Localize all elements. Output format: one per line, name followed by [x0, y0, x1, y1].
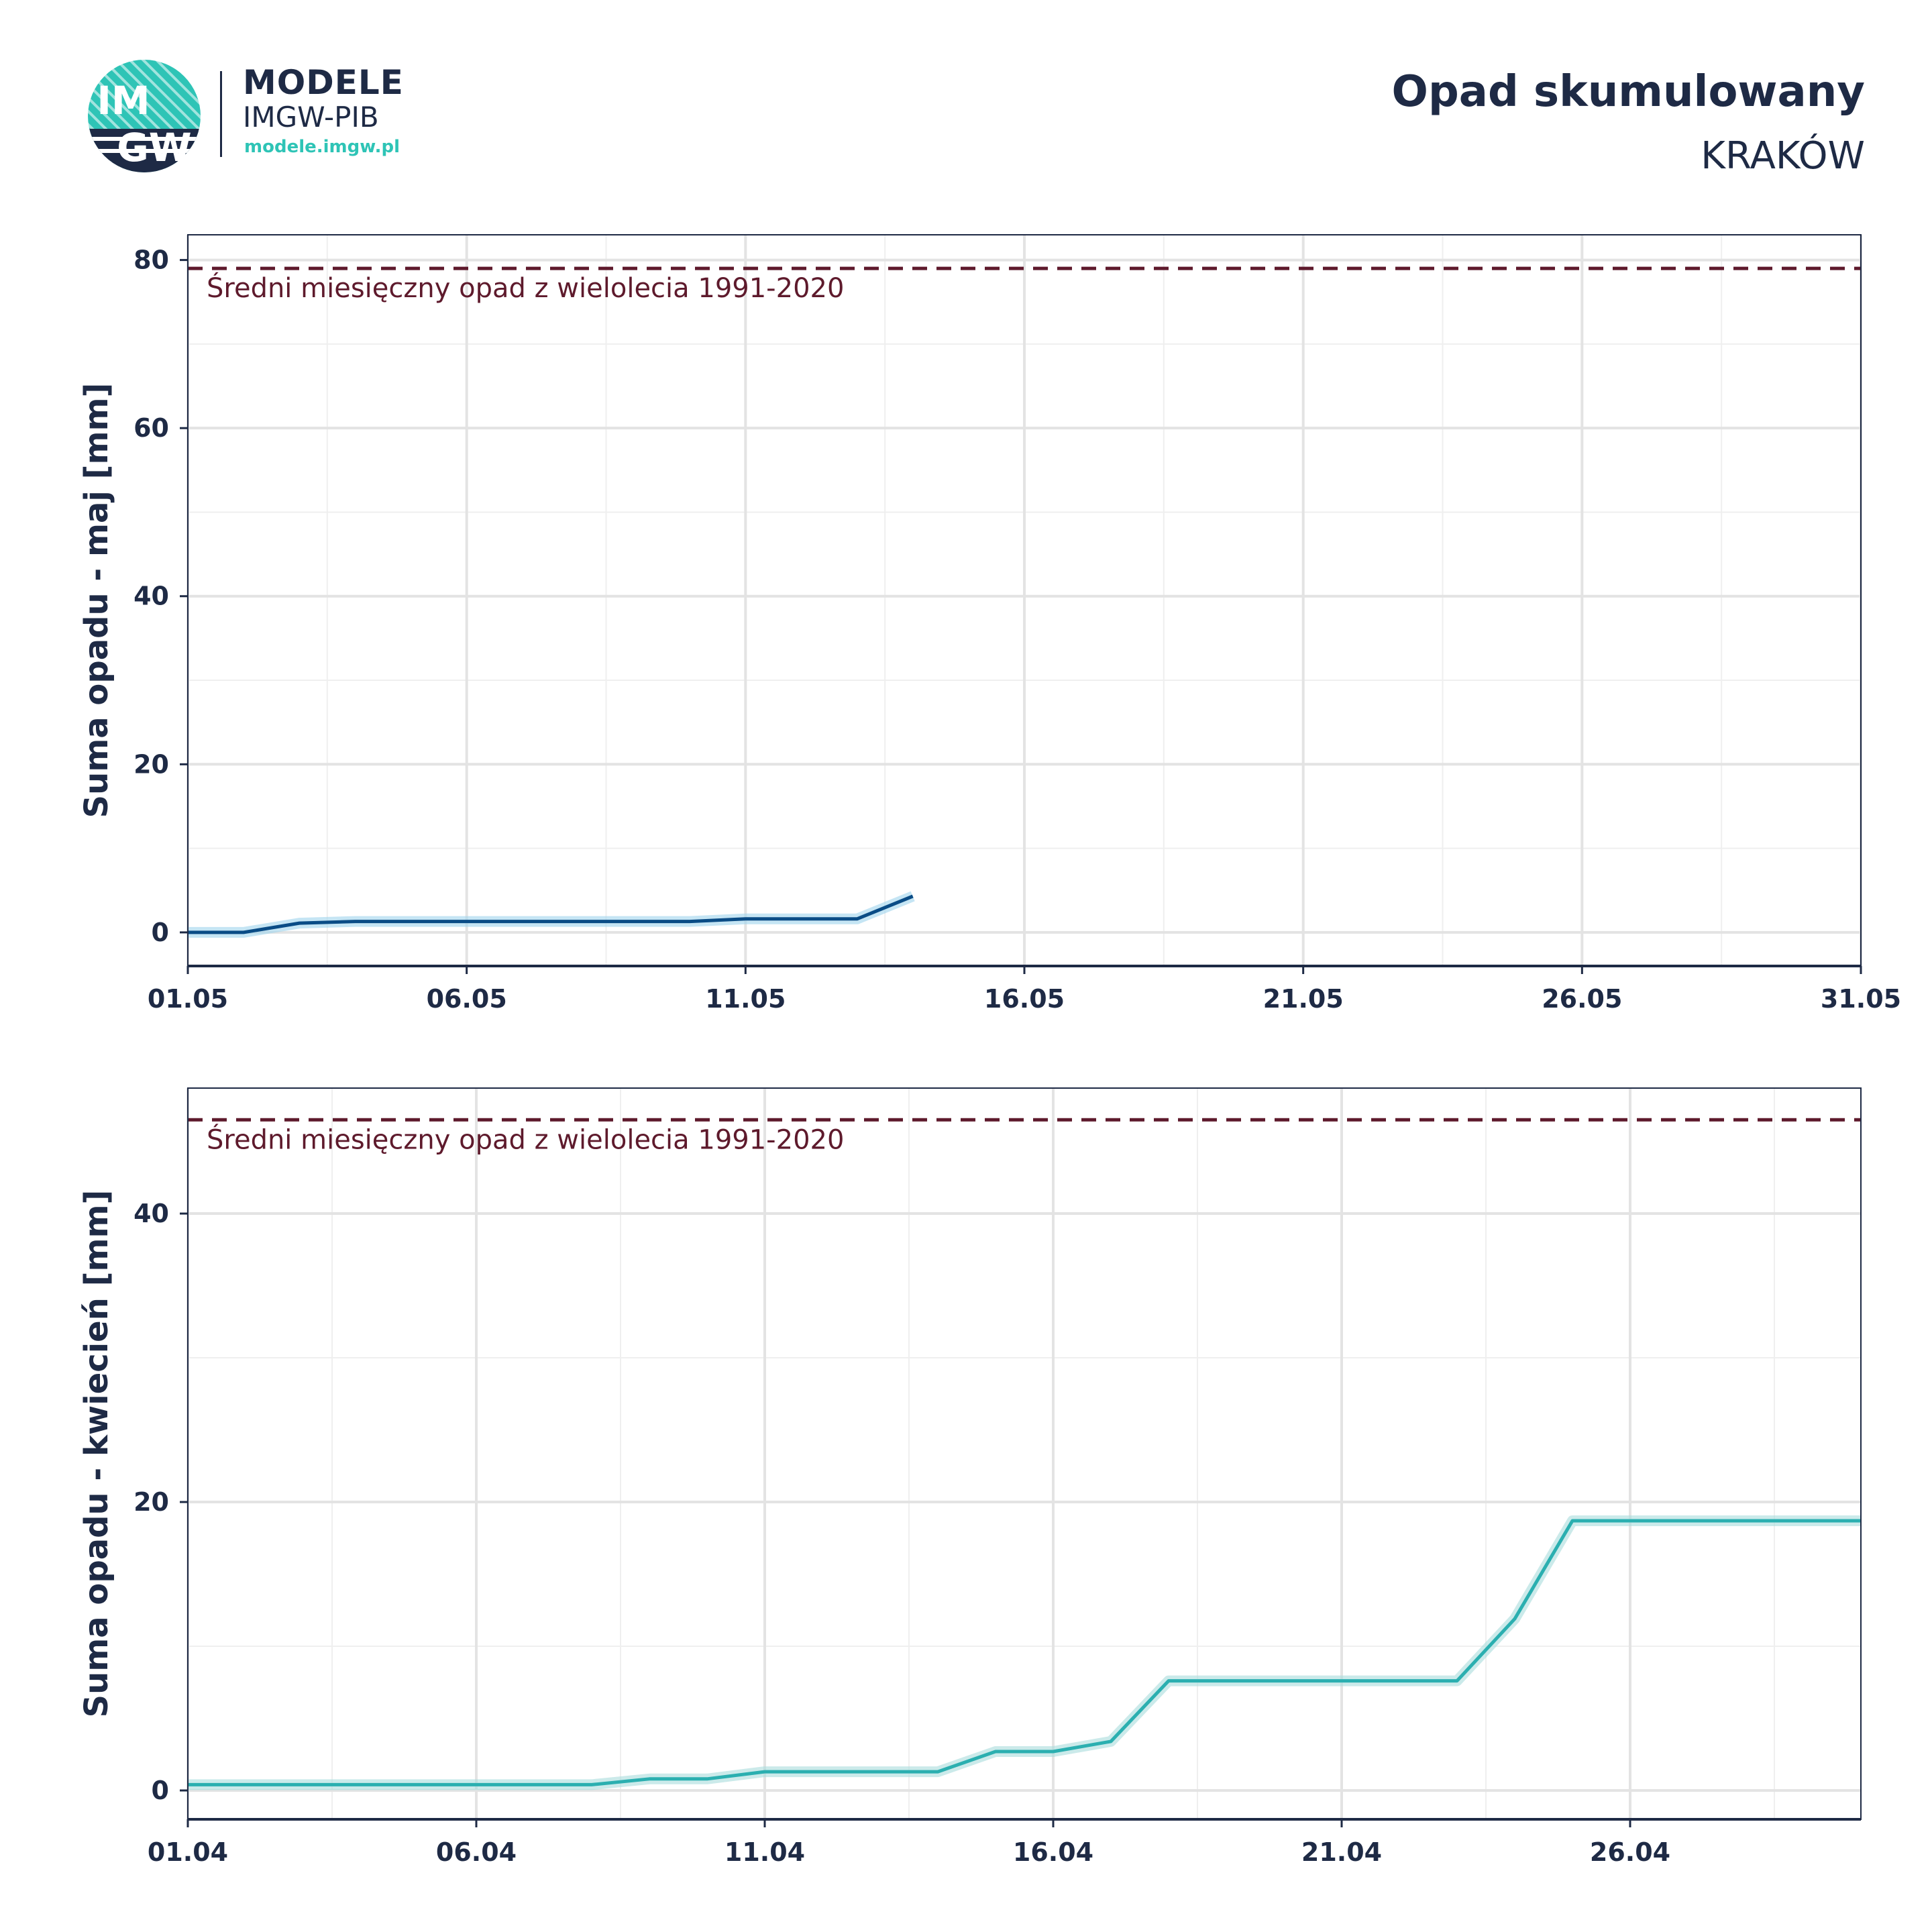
imgw-logo: IM GW: [88, 60, 201, 172]
y-tick-label: 80: [133, 246, 169, 275]
y-tick-label: 0: [152, 918, 169, 947]
x-tick-label: 21.05: [1263, 984, 1344, 1014]
x-tick-label: 31.05: [1821, 984, 1901, 1014]
chart-april: Średni miesięczny opad z wielolecia 1991…: [78, 1087, 1862, 1867]
reference-label: Średni miesięczny opad z wielolecia 1991…: [207, 1123, 844, 1155]
y-tick-label: 40: [133, 1199, 169, 1228]
brand-url[interactable]: modele.imgw.pl: [244, 137, 400, 157]
y-tick-label: 40: [133, 582, 169, 611]
brand-title: MODELE: [243, 63, 404, 102]
x-tick-label: 01.04: [148, 1837, 228, 1867]
x-tick-label: 11.05: [705, 984, 786, 1014]
series-line: [188, 894, 914, 934]
page-subtitle: KRAKÓW: [1701, 134, 1865, 178]
series-line: [188, 1519, 1861, 1786]
brand-divider: [220, 71, 222, 157]
brand-subtitle: IMGW-PIB: [243, 101, 379, 133]
plot-background: [188, 1088, 1861, 1819]
x-tick-label: 21.04: [1301, 1837, 1382, 1867]
x-tick-label: 06.04: [436, 1837, 517, 1867]
logo-text-bottom: GW: [117, 125, 192, 170]
y-tick-label: 60: [133, 413, 169, 443]
x-tick-label: 26.05: [1542, 984, 1622, 1014]
y-tick-label: 20: [133, 749, 169, 779]
y-tick-label: 0: [152, 1776, 169, 1805]
y-axis-title: Suma opadu - kwiecień [mm]: [78, 1190, 115, 1718]
logo-text-top: IM: [97, 78, 150, 123]
reference-label: Średni miesięczny opad z wielolecia 1991…: [207, 272, 844, 304]
page-title: Opad skumulowany: [1391, 67, 1865, 117]
x-tick-label: 16.04: [1013, 1837, 1093, 1867]
page-header: IM GW MODELE IMGW-PIB modele.imgw.pl Opa…: [0, 0, 1932, 201]
x-tick-label: 26.04: [1590, 1837, 1670, 1867]
y-tick-label: 20: [133, 1487, 169, 1517]
x-tick-label: 01.05: [148, 984, 228, 1014]
x-tick-label: 06.05: [427, 984, 507, 1014]
y-axis-title: Suma opadu - maj [mm]: [78, 383, 115, 818]
chart-may: Średni miesięczny opad z wielolecia 1991…: [78, 234, 1901, 1014]
x-tick-label: 16.05: [984, 984, 1065, 1014]
x-tick-label: 11.04: [724, 1837, 805, 1867]
